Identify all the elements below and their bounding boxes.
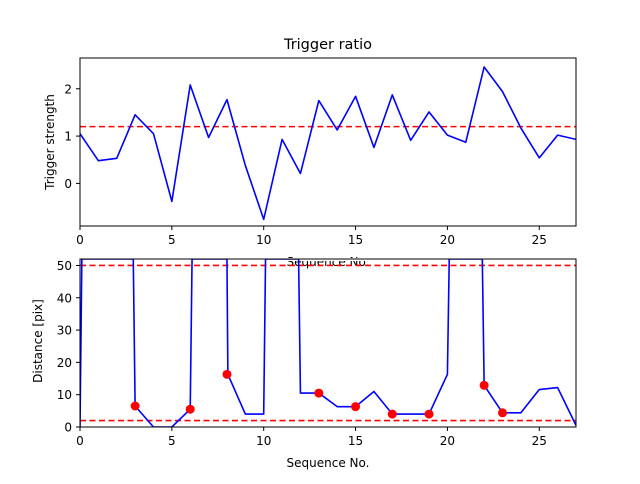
x-tick-label: 0 [76, 233, 84, 247]
data-point [387, 409, 397, 419]
y-tick-label: 40 [57, 291, 72, 305]
x-tick-label: 5 [168, 434, 176, 448]
trigger-ratio-panel: Trigger ratio Trigger strength Sequence … [43, 37, 577, 269]
x-tick-label: 15 [348, 233, 363, 247]
y-tick-label: 0 [64, 177, 72, 191]
x-tick-label: 10 [256, 233, 271, 247]
x-tick-label: 10 [256, 434, 271, 448]
plot-area [80, 66, 576, 221]
data-point [185, 404, 195, 414]
data-point [351, 402, 361, 412]
x-tick-label: 20 [440, 233, 455, 247]
data-point [498, 408, 508, 418]
data-point [479, 380, 489, 390]
series-line [80, 66, 576, 221]
x-tick-label: 15 [348, 434, 363, 448]
x-tick-label: 20 [440, 434, 455, 448]
x-tick-label: 0 [76, 434, 84, 448]
x-tick-label: 5 [168, 233, 176, 247]
y-tick-label: 30 [57, 324, 72, 338]
data-point [222, 369, 232, 379]
y-axis-label: Distance [pix] [31, 299, 45, 383]
y-tick-label: 10 [57, 388, 72, 402]
plot-area [80, 259, 576, 427]
y-tick-label: 50 [57, 259, 72, 273]
y-tick-label: 20 [57, 356, 72, 370]
x-tick-label: 25 [532, 434, 547, 448]
data-point [130, 401, 140, 411]
y-tick-label: 2 [64, 82, 72, 96]
x-axis-label: Sequence No. [287, 456, 370, 470]
axes-frame [79, 258, 577, 428]
y-tick-label: 1 [64, 130, 72, 144]
x-tick-label: 25 [532, 233, 547, 247]
axes-frame [79, 57, 577, 227]
y-tick-label: 0 [64, 421, 72, 435]
y-axis-label: Trigger strength [43, 94, 57, 191]
distance-panel: Distance [pix] Sequence No. 0 5 10 15 20 25 0 1… [31, 258, 577, 470]
series-line [80, 259, 576, 427]
chart-title: Trigger ratio [283, 37, 372, 53]
data-point [314, 388, 324, 398]
data-point [424, 409, 434, 419]
